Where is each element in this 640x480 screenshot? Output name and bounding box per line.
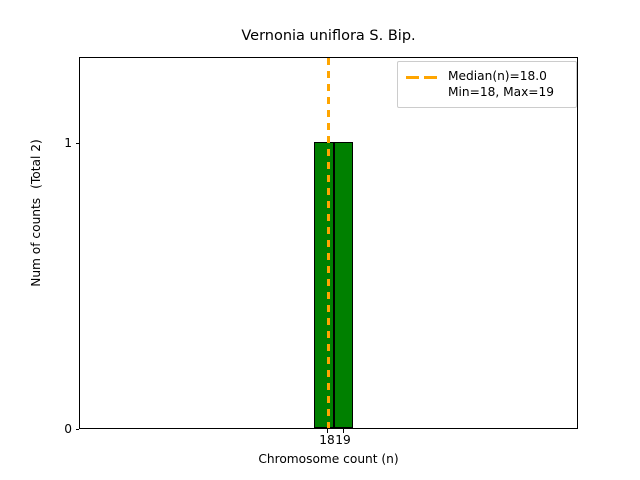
median-line [326,58,330,428]
legend-label-minmax: Min=18, Max=19 [448,85,555,100]
y-tick-mark-1 [75,142,79,144]
chart-legend: Median(n)=18.0 Min=18, Max=19 [397,61,577,108]
bar-18 [314,142,334,428]
bar-19 [333,142,353,428]
y-axis-label-total: (Total 2) [29,139,43,189]
y-tick-label-1: 1 [64,136,72,150]
x-tick-mark-19 [342,429,344,433]
legend-dashed-line-icon [405,69,441,85]
y-tick-label-0: 0 [64,422,72,436]
x-tick-mark-18 [326,429,328,433]
x-tick-label-19: 19 [335,433,351,447]
plot-area [79,57,578,429]
y-axis-label: Num of counts (Total 2) [16,27,56,399]
legend-label-median: Median(n)=18.0 [448,69,547,83]
y-tick-mark-0 [75,428,79,430]
x-axis-label: Chromosome count (n) [258,452,399,466]
legend-text-block: Median(n)=18.0 Min=18, Max=19 [448,68,554,101]
x-tick-label-18: 18 [319,433,335,447]
page-title: Vernonia uniflora S. Bip. [241,28,416,44]
y-axis-label-main: Num of counts [29,197,43,287]
